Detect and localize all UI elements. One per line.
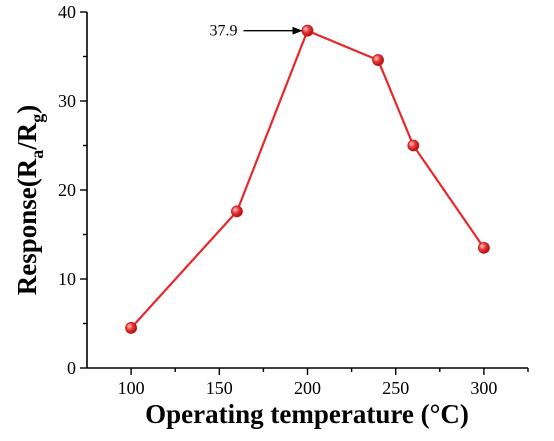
series-line bbox=[130, 29, 485, 329]
x-tick-label: 250 bbox=[382, 378, 409, 398]
x-tick-label: 150 bbox=[206, 378, 233, 398]
data-point bbox=[372, 54, 384, 66]
y-tick-label: 20 bbox=[58, 180, 76, 200]
axes bbox=[86, 12, 528, 369]
y-tick-label: 0 bbox=[67, 358, 76, 378]
y-tick-label: 10 bbox=[58, 269, 76, 289]
annotation-layer: 37.9 bbox=[210, 23, 303, 40]
series-layer bbox=[125, 24, 490, 334]
data-point bbox=[301, 24, 314, 37]
y-tick-label: 40 bbox=[58, 2, 76, 22]
y-axis-label-prefix: Response(R bbox=[12, 158, 42, 295]
data-point bbox=[231, 205, 243, 218]
x-tick-label: 100 bbox=[118, 378, 145, 398]
ticks: 100 150 200 250 300 0 10 20 30 40 bbox=[58, 2, 529, 398]
y-axis-label-sub-a: a bbox=[27, 150, 47, 159]
data-point bbox=[125, 322, 138, 334]
y-axis-label-mid: /R bbox=[12, 122, 42, 151]
x-tick-label: 300 bbox=[470, 378, 497, 398]
data-point bbox=[407, 139, 420, 152]
y-axis-label: Response(Ra/Rg) bbox=[12, 105, 47, 296]
x-tick-label: 200 bbox=[294, 378, 321, 398]
y-axis-label-sub-g: g bbox=[27, 114, 47, 123]
data-point bbox=[477, 241, 490, 254]
x-axis-label: Operating temperature (°C) bbox=[145, 399, 469, 429]
annotation-label: 37.9 bbox=[210, 23, 238, 40]
y-tick-label: 30 bbox=[58, 91, 76, 111]
y-axis-label-suffix: ) bbox=[12, 105, 42, 114]
